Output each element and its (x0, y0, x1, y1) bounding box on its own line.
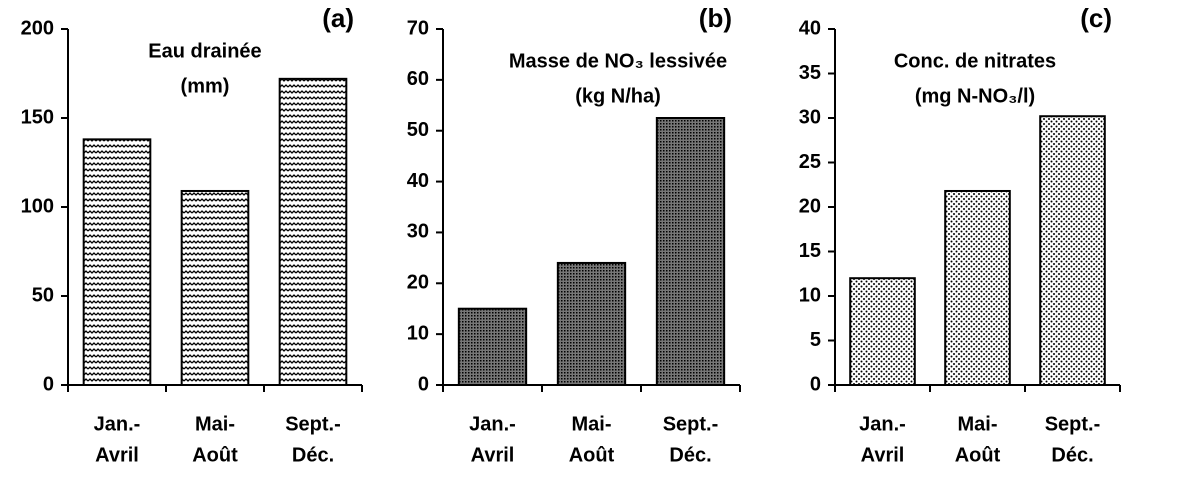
bar (655, 117, 726, 386)
x-tick-label: Déc. (669, 444, 711, 466)
chart-subtitle: (mm) (181, 75, 230, 97)
y-tick-label: 5 (810, 329, 821, 351)
x-tick-label: Avril (861, 444, 905, 466)
y-tick-label: 0 (810, 373, 821, 395)
bar (1039, 115, 1106, 386)
y-tick-label: 70 (407, 17, 429, 39)
x-tick-label: Jan.- (859, 413, 906, 435)
y-tick-label: 20 (407, 272, 429, 294)
y-tick-label: 15 (799, 240, 821, 262)
y-tick-label: 30 (407, 221, 429, 243)
y-tick-label: 40 (407, 170, 429, 192)
y-tick-label: 60 (407, 68, 429, 90)
x-tick-label: Sept.- (285, 413, 341, 435)
x-tick-label: Sept.- (1045, 413, 1101, 435)
bar (849, 277, 916, 387)
x-tick-label: Sept.- (663, 413, 719, 435)
x-tick-label: Mai- (958, 413, 998, 435)
y-tick-label: 200 (21, 17, 54, 39)
x-tick-label: Déc. (292, 444, 334, 466)
y-tick-label: 50 (407, 119, 429, 141)
y-tick-label: 35 (799, 62, 821, 84)
y-tick-label: 0 (43, 373, 54, 395)
chart-title: Eau drainée (148, 40, 261, 62)
y-tick-label: 25 (799, 151, 821, 173)
x-tick-label: Août (569, 444, 615, 466)
chart-subtitle: (mg N-NO₃/l) (915, 85, 1035, 107)
y-tick-label: 40 (799, 17, 821, 39)
x-tick-label: Mai- (195, 413, 235, 435)
y-tick-label: 0 (418, 373, 429, 395)
x-tick-label: Mai- (572, 413, 612, 435)
panel-label: (a) (322, 3, 354, 33)
y-tick-label: 100 (21, 195, 54, 217)
y-tick-label: 10 (407, 322, 429, 344)
y-tick-label: 20 (799, 195, 821, 217)
y-tick-label: 10 (799, 284, 821, 306)
y-tick-label: 30 (799, 106, 821, 128)
x-tick-label: Jan.- (469, 413, 516, 435)
y-tick-label: 150 (21, 106, 54, 128)
x-tick-label: Août (192, 444, 238, 466)
x-tick-label: Avril (471, 444, 515, 466)
bar (180, 189, 250, 386)
bar (457, 307, 528, 387)
x-tick-label: Déc. (1051, 444, 1093, 466)
chart-subtitle: (kg N/ha) (575, 85, 661, 107)
panel-label: (b) (699, 3, 732, 33)
bar (82, 138, 152, 386)
chart-title: Masse de NO₃ lessivée (509, 50, 727, 72)
bar (556, 261, 627, 387)
x-tick-label: Avril (95, 444, 139, 466)
x-tick-label: Jan.- (94, 413, 141, 435)
y-tick-label: 50 (32, 284, 54, 306)
bar (278, 77, 348, 386)
chart-title: Conc. de nitrates (894, 50, 1056, 72)
x-tick-label: Août (955, 444, 1001, 466)
bar (944, 189, 1011, 386)
panel-label: (c) (1080, 3, 1112, 33)
